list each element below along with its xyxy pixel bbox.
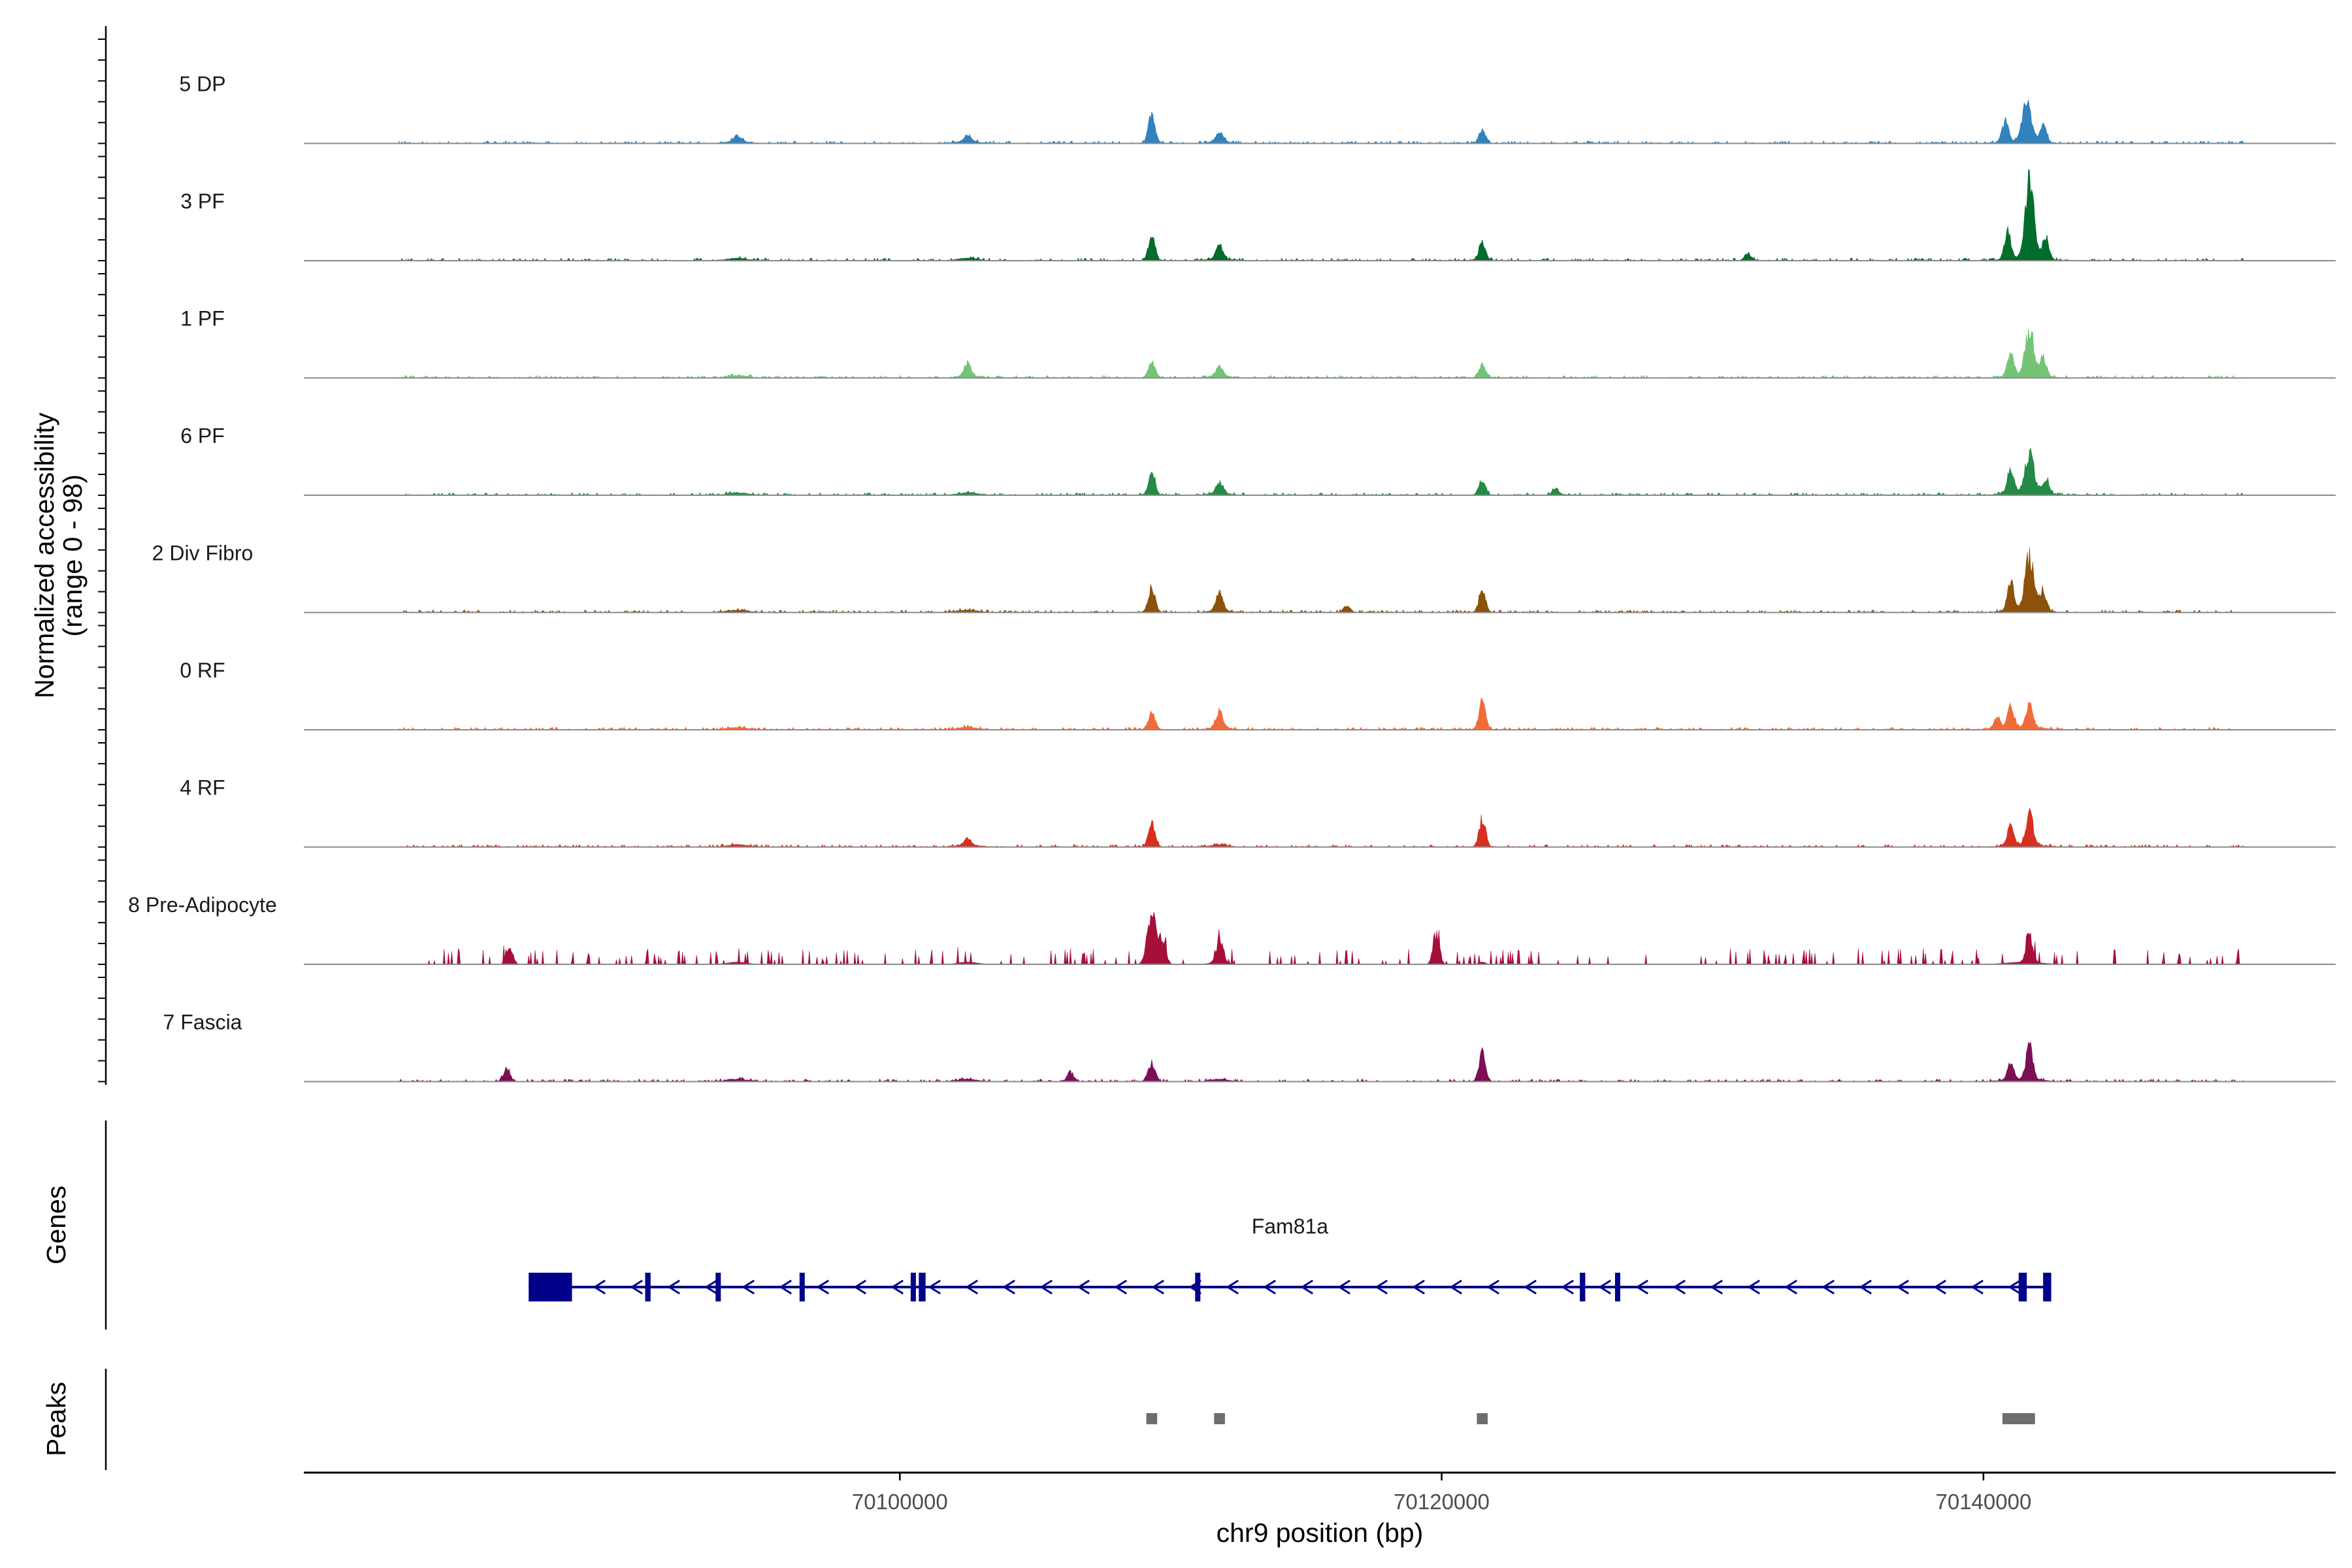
strand-arrow xyxy=(1375,1279,1388,1295)
track-label: 0 RF xyxy=(180,659,225,682)
strand-arrow xyxy=(1077,1279,1090,1295)
strand-arrow xyxy=(1524,1279,1537,1295)
exon xyxy=(910,1273,916,1301)
strand-arrow xyxy=(1673,1279,1686,1295)
strand-arrow xyxy=(667,1279,680,1295)
strand-arrow xyxy=(1151,1279,1164,1295)
strand-arrow xyxy=(1970,1279,1984,1295)
strand-arrow xyxy=(1710,1279,1723,1295)
coverage-y-axis-title: Normalized accessibility xyxy=(29,412,59,698)
coverage-tracks: 5 DP 3 PF 1 PF 6 PF 2 Div Fibro 0 RF 4 RF 8 Pre… xyxy=(128,73,2336,1083)
strand-arrow xyxy=(1747,1279,1760,1295)
track-5-dp: 5 DP xyxy=(179,73,2336,144)
strand-arrow xyxy=(1896,1279,1909,1295)
strand-arrow xyxy=(965,1279,978,1295)
x-tick-label: 70100000 xyxy=(852,1490,948,1514)
peak-mark xyxy=(1214,1413,1225,1424)
track-label: 7 Fascia xyxy=(163,1011,242,1034)
strand-arrow xyxy=(1859,1279,1872,1295)
exon xyxy=(2018,1273,2027,1301)
track-label: 1 PF xyxy=(180,307,225,331)
gene-label-fam81a: Fam81a xyxy=(1252,1215,1329,1238)
x-tick-label: 70120000 xyxy=(1394,1490,1490,1514)
track-1-pf: 1 PF xyxy=(180,307,2336,379)
coverage-y-axis-range: (range 0 - 98) xyxy=(57,474,88,636)
strand-arrow xyxy=(853,1279,866,1295)
peaks-panel: Peaks xyxy=(41,1369,2035,1470)
peak-mark xyxy=(2002,1413,2035,1424)
genes-panel: Genes Fam81a xyxy=(41,1120,2051,1330)
coverage-panel: Normalized accessibility (range 0 - 98) … xyxy=(29,26,2336,1085)
exon xyxy=(1195,1273,1201,1301)
track-3-pf: 3 PF xyxy=(180,169,2336,261)
track-2-div-fibro: 2 Div Fibro xyxy=(152,542,2336,613)
peaks-y-axis-title: Peaks xyxy=(41,1382,71,1456)
strand-arrow xyxy=(1039,1279,1053,1295)
exon xyxy=(645,1273,651,1301)
strand-arrow xyxy=(1635,1279,1648,1295)
strand-arrow xyxy=(1114,1279,1127,1295)
genes-y-axis-title: Genes xyxy=(41,1186,71,1265)
strand-arrow xyxy=(928,1279,941,1295)
exon xyxy=(799,1273,805,1301)
strand-arrow xyxy=(704,1279,717,1295)
strand-arrow xyxy=(2008,1279,2021,1295)
strand-arrow xyxy=(1821,1279,1835,1295)
x-axis-ticks: 70100000 70120000 70140000 xyxy=(852,1473,2031,1514)
track-label: 4 RF xyxy=(180,776,225,800)
track-label: 5 DP xyxy=(179,73,225,96)
strand-arrow xyxy=(1486,1279,1499,1295)
track-label: 2 Div Fibro xyxy=(152,542,253,565)
strand-arrow xyxy=(1300,1279,1313,1295)
peak-marks xyxy=(1146,1413,2035,1424)
strand-arrow xyxy=(816,1279,829,1295)
strand-arrow xyxy=(1263,1279,1276,1295)
strand-arrow xyxy=(1412,1279,1425,1295)
peak-mark xyxy=(1477,1413,1488,1424)
strand-arrow xyxy=(1226,1279,1239,1295)
track-6-pf: 6 PF xyxy=(180,424,2336,496)
exon xyxy=(529,1273,572,1301)
strand-arrow xyxy=(742,1279,755,1295)
exon xyxy=(1615,1273,1620,1301)
strand-arrow xyxy=(1002,1279,1015,1295)
strand-arrow xyxy=(1933,1279,1946,1295)
x-axis: 70100000 70120000 70140000 chr9 position (… xyxy=(304,1471,2336,1548)
exon xyxy=(919,1273,926,1301)
track-7-fascia: 7 Fascia xyxy=(163,1011,2336,1083)
track-8-pre-adipocyte: 8 Pre-Adipocyte xyxy=(128,893,2336,965)
strand-arrow xyxy=(779,1279,792,1295)
strand-arrow xyxy=(630,1279,643,1295)
strand-arrow xyxy=(1561,1279,1574,1295)
x-tick-label: 70140000 xyxy=(1935,1490,2031,1514)
exon xyxy=(1580,1273,1586,1301)
track-label: 6 PF xyxy=(180,424,225,448)
track-label: 3 PF xyxy=(180,189,225,213)
track-0-rf: 0 RF xyxy=(180,659,2336,730)
x-axis-title: chr9 position (bp) xyxy=(1217,1518,1424,1548)
track-label: 8 Pre-Adipocyte xyxy=(128,893,277,917)
strand-arrow xyxy=(593,1279,606,1295)
peak-mark xyxy=(1146,1413,1158,1424)
coverage-y-axis-ticks xyxy=(98,39,106,1083)
strand-arrow xyxy=(890,1279,904,1295)
exon xyxy=(2043,1273,2051,1301)
exon xyxy=(715,1273,721,1301)
strand-arrow xyxy=(1337,1279,1350,1295)
strand-arrow xyxy=(1449,1279,1462,1295)
strand-arrow xyxy=(1598,1279,1611,1295)
track-4-rf: 4 RF xyxy=(180,776,2336,848)
strand-arrow xyxy=(1784,1279,1797,1295)
gene-model-fam81a xyxy=(529,1273,2051,1301)
